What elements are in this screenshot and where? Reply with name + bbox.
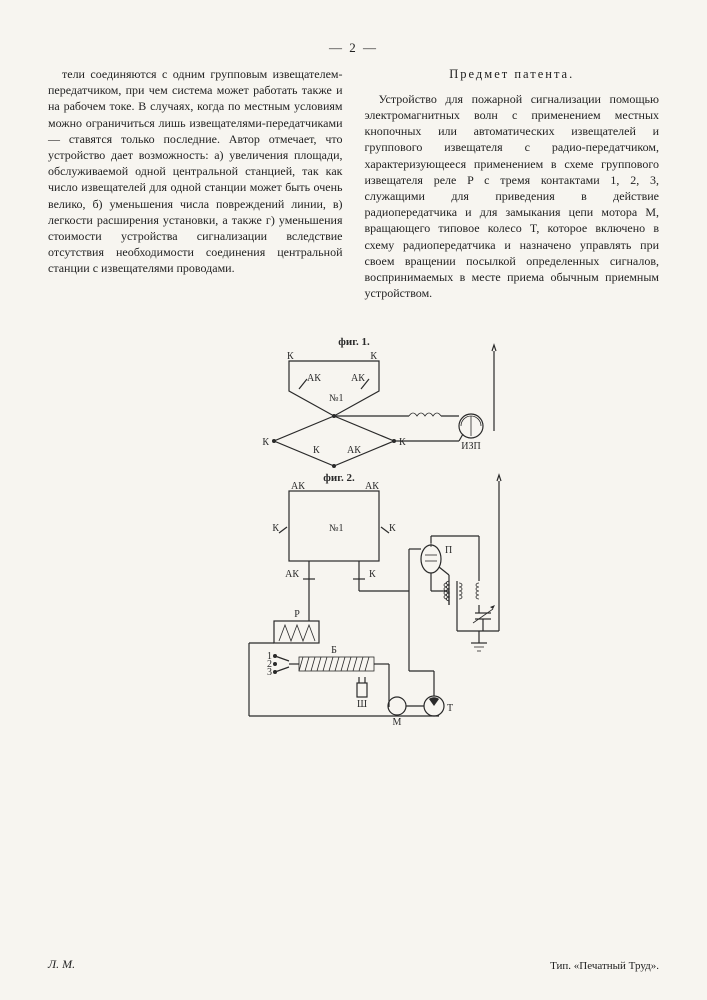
figures-block: фиг. 1. К К АК АК №1 К К К АК <box>179 331 529 741</box>
svg-text:К: К <box>399 437 406 448</box>
left-column: тели соединяются с одним групповым извещ… <box>48 66 343 301</box>
page: — 2 — тели соединяются с одним групповым… <box>0 0 707 1000</box>
svg-text:К: К <box>313 445 320 456</box>
svg-text:К: К <box>272 523 279 534</box>
footer-printer: Тип. «Печатный Труд». <box>550 960 659 972</box>
right-column-text: Устройство для пожарной сигнализации пом… <box>365 91 660 301</box>
page-number: — 2 — <box>48 40 659 56</box>
svg-text:М: М <box>392 717 401 728</box>
schematic-svg: фиг. 1. К К АК АК №1 К К К АК <box>179 331 529 741</box>
svg-text:P: P <box>294 609 300 620</box>
svg-text:ИЗП: ИЗП <box>461 441 480 452</box>
svg-text:АК: АК <box>347 445 361 456</box>
svg-text:АК: АК <box>285 569 299 580</box>
columns: тели соединяются с одним групповым извещ… <box>48 66 659 301</box>
svg-text:П: П <box>445 545 452 556</box>
patent-subject-heading: Предмет патента. <box>365 66 660 83</box>
svg-text:№1: №1 <box>329 523 344 534</box>
svg-text:К: К <box>369 569 376 580</box>
svg-text:Ш: Ш <box>356 699 366 710</box>
svg-text:АК: АК <box>291 481 305 492</box>
svg-text:К: К <box>389 523 396 534</box>
svg-text:К: К <box>370 351 377 362</box>
svg-text:Б: Б <box>331 645 337 656</box>
svg-text:К: К <box>262 437 269 448</box>
svg-text:К: К <box>287 351 294 362</box>
svg-text:АК: АК <box>365 481 379 492</box>
fig1-label: фиг. 1. <box>338 336 370 348</box>
svg-text:АК: АК <box>307 373 321 384</box>
svg-text:АК: АК <box>351 373 365 384</box>
svg-text:T: T <box>447 703 453 714</box>
footer-initials: Л. М. <box>48 957 75 972</box>
svg-text:3: 3 <box>267 667 272 678</box>
fig2-label: фиг. 2. <box>323 472 355 484</box>
right-column: Предмет патента. Устройство для пожарной… <box>365 66 660 301</box>
svg-text:№1: №1 <box>329 393 344 404</box>
